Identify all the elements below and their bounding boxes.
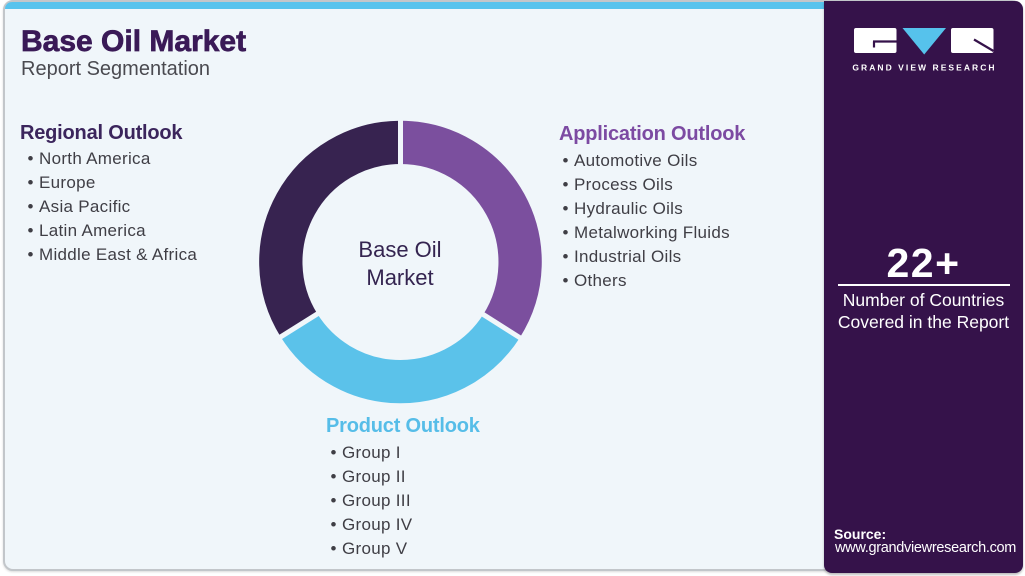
svg-text:GRAND VIEW RESEARCH: GRAND VIEW RESEARCH (852, 62, 996, 72)
